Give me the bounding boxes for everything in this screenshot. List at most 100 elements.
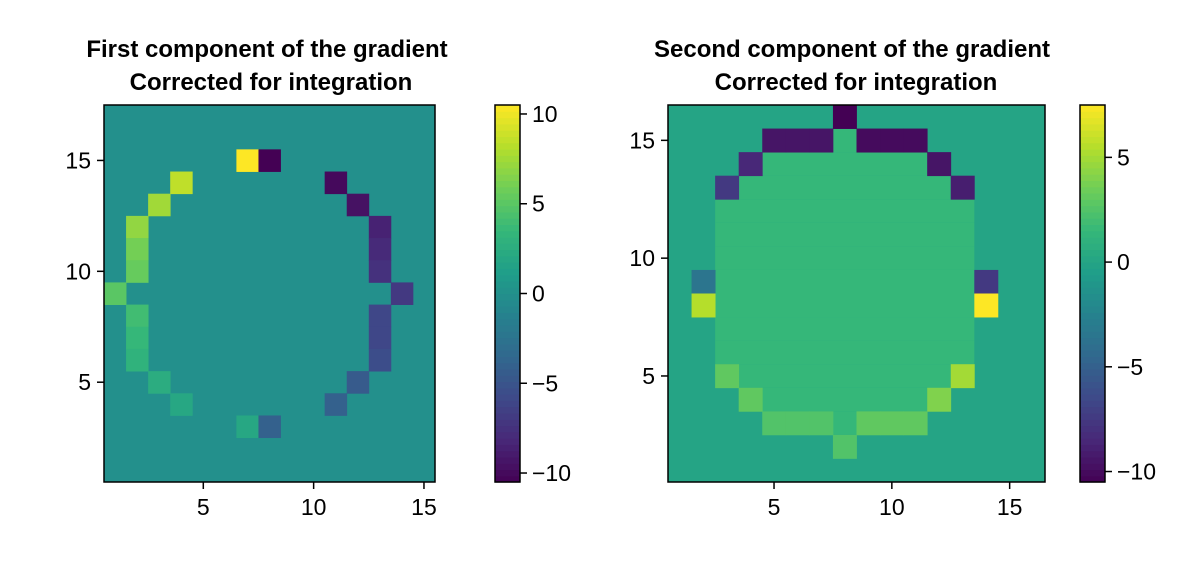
panel-1-colorbar-segment xyxy=(495,431,520,439)
panel-2-colorbar-segment xyxy=(1080,224,1105,232)
panel-1-colorbar: 10 5 0 −5 −10 xyxy=(494,101,571,486)
panel-1-heatmap-cell xyxy=(126,215,149,239)
panel-1-x-tick-label: 10 xyxy=(301,494,327,520)
panel-2-colorbar-segment xyxy=(1080,475,1105,483)
panel-2-colorbar-segment xyxy=(1080,186,1105,194)
panel-1-heatmap-cell xyxy=(126,238,149,261)
panel-1-colorbar-segment xyxy=(495,469,520,477)
panel-2-colorbar-segment xyxy=(1080,236,1105,244)
panel-2-colorbar-segment xyxy=(1080,142,1105,150)
panel-2-colorbar-segment xyxy=(1080,343,1105,351)
panel-1-colorbar-segment xyxy=(495,293,520,301)
panel-1-colorbar-segment xyxy=(495,218,520,225)
panel-1-colorbar-segment xyxy=(495,350,520,357)
panel-1-x-tick-label: 15 xyxy=(411,494,437,520)
panel-2-colorbar-segment xyxy=(1080,299,1105,307)
panel-1-colorbar-segment xyxy=(495,142,520,150)
panel-1-colorbar-segment xyxy=(495,155,520,163)
panel-1-colorbar-segment xyxy=(495,148,520,156)
panel-1-heatmap-cell xyxy=(148,193,171,217)
panel-2-colorbar-segment xyxy=(1080,111,1105,119)
panel-2-colorbar-segment xyxy=(1080,406,1105,414)
panel-1-colorbar-segment xyxy=(495,161,520,169)
panel-1-colorbar-tick-label: 5 xyxy=(532,191,545,217)
panel-1-colorbar-segment xyxy=(495,299,520,307)
panel-2-colorbar-segment xyxy=(1080,255,1105,263)
panel-2-heatmap-cell xyxy=(738,387,763,412)
panel-2-colorbar-segment xyxy=(1080,136,1105,144)
panel-2-inner-region-row xyxy=(715,340,975,365)
panel-2-colorbar-segment xyxy=(1080,438,1105,445)
panel-2-title-line1: Second component of the gradient xyxy=(654,36,1050,63)
panel-2-y-tick-label: 5 xyxy=(642,363,655,389)
panel-1-colorbar-segment xyxy=(495,249,520,257)
panel-2-colorbar-segment xyxy=(1080,387,1105,395)
panel-2-colorbar-tick-label: 0 xyxy=(1117,249,1130,275)
panel-2-heatmap-cell xyxy=(974,269,999,294)
panel-1-frame xyxy=(103,104,436,483)
panel-1-colorbar-segment xyxy=(495,306,520,313)
panel-2-heatmap-cell xyxy=(880,411,905,436)
panel-1-y-tick-label: 15 xyxy=(65,147,91,173)
panel-1-colorbar-segment xyxy=(495,105,520,112)
panel-1-heatmap-cell xyxy=(368,326,392,350)
panel-1-colorbar-tick-label: 10 xyxy=(532,101,558,127)
panel-2-colorbar-segment xyxy=(1080,211,1105,219)
panel-2-colorbar-segment xyxy=(1080,230,1105,238)
panel-1-heatmap-cell xyxy=(126,304,149,328)
panel-1-axes: 5 10 15 5 10 15 xyxy=(65,147,436,520)
panel-2-heatmap-cell xyxy=(691,269,716,294)
panel-1-heatmap-cell xyxy=(258,149,281,172)
panel-1-heatmap-cell xyxy=(368,348,392,372)
panel-2-colorbar-segment xyxy=(1080,192,1105,200)
panel-1-heatmap-cell xyxy=(104,282,127,305)
panel-1-colorbar-segment xyxy=(495,180,520,188)
panel-2-heatmap-cell xyxy=(903,128,928,153)
panel-2: Second component of the gradient Correct… xyxy=(629,36,1156,520)
panel-1-colorbar-segment xyxy=(495,186,520,194)
panel-1-colorbar-segment xyxy=(495,136,520,144)
panel-2-heatmap-cell xyxy=(715,364,740,389)
panel-1-colorbar-segment xyxy=(495,192,520,200)
panel-2-heatmap-cell xyxy=(950,175,975,200)
panel-1-colorbar-segment xyxy=(495,362,520,370)
panel-1-colorbar-segment xyxy=(495,450,520,458)
panel-2-colorbar-segment xyxy=(1080,312,1105,320)
panel-2-colorbar-segment xyxy=(1080,180,1105,188)
panel-2-x-tick-label: 10 xyxy=(879,494,905,520)
panel-2-inner-region-row xyxy=(715,246,975,270)
panel-2-heatmap-cell xyxy=(832,105,857,129)
panel-2-heatmap-cell xyxy=(738,152,763,177)
panel-1-heatmap-cell xyxy=(170,171,193,195)
panel-2-x-tick-label: 15 xyxy=(997,494,1023,520)
panel-2-colorbar-segment xyxy=(1080,293,1105,301)
panel-1-heatmap-cell xyxy=(170,393,193,416)
panel-1-colorbar-tick-label: −5 xyxy=(532,370,558,396)
panel-1-colorbar-segment xyxy=(495,312,520,320)
panel-1-colorbar-segment xyxy=(495,419,520,427)
panel-1-colorbar-segment xyxy=(495,230,520,238)
panel-2-colorbar-segment xyxy=(1080,161,1105,169)
panel-1-colorbar-segment xyxy=(495,438,520,445)
panel-1-colorbar-segment xyxy=(495,130,520,138)
panel-2-inner-region-row xyxy=(715,293,975,318)
panel-2-colorbar-tick-label: 5 xyxy=(1117,144,1130,170)
panel-2-colorbar-segment xyxy=(1080,394,1105,401)
panel-2-y-tick-label: 15 xyxy=(629,127,655,153)
panel-2-inner-region-row xyxy=(738,175,951,200)
panel-1-heatmap xyxy=(104,105,435,482)
panel-2-heatmap-cell xyxy=(927,387,952,412)
panel-2-colorbar-segment xyxy=(1080,148,1105,156)
panel-1-colorbar-segment xyxy=(495,262,520,269)
panel-1-colorbar-segment xyxy=(495,425,520,433)
panel-2-colorbar-segment xyxy=(1080,287,1105,295)
panel-2-colorbar-segment xyxy=(1080,456,1105,464)
panel-2-colorbar-segment xyxy=(1080,249,1105,257)
panel-1-colorbar-segment xyxy=(495,343,520,351)
panel-1-colorbar-segment xyxy=(495,287,520,295)
panel-2-colorbar-segment xyxy=(1080,362,1105,370)
panel-1-colorbar-segment xyxy=(495,243,520,251)
panel-2-colorbar-segment xyxy=(1080,167,1105,175)
panel-2-colorbar-tick-label: −5 xyxy=(1117,354,1143,380)
